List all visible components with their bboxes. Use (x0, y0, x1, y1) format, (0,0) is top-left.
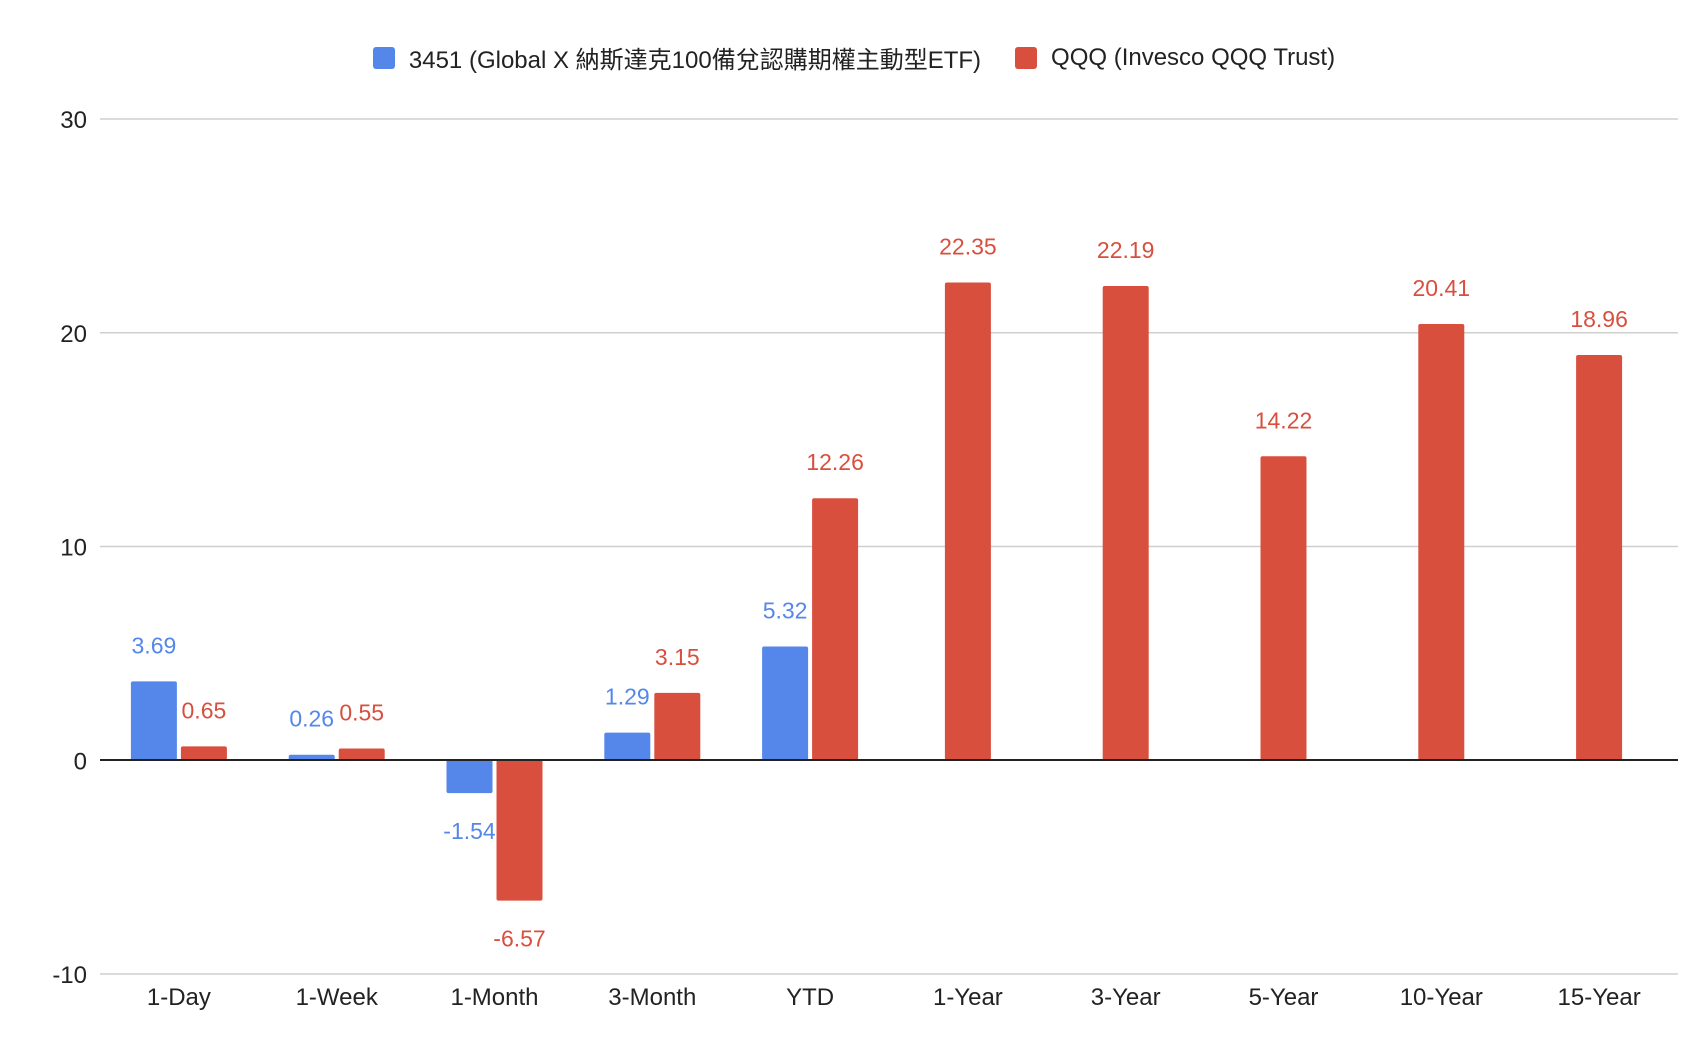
bar-s2-3 (654, 692, 701, 760)
x-tick-label-7: 5-Year (1249, 984, 1319, 1011)
legend-swatch-series-2 (1015, 46, 1038, 69)
bar-s1-3 (604, 732, 651, 760)
x-tick-label-0: 1-Day (147, 984, 211, 1011)
data-label-s2-7: 14.22 (1255, 407, 1313, 433)
data-label-s2-4: 12.26 (806, 449, 864, 475)
legend-label-series-2: QQQ (Invesco QQQ Trust) (1051, 43, 1336, 71)
x-tick-label-8: 10-Year (1400, 984, 1483, 1011)
data-label-s2-6: 22.19 (1097, 237, 1155, 263)
x-tick-label-4: YTD (786, 984, 834, 1011)
x-tick-label-6: 3-Year (1091, 984, 1161, 1011)
y-tick-label-3: 0 (74, 748, 87, 775)
bar-s1-2 (446, 760, 493, 794)
data-label-s1-1: 0.26 (289, 706, 334, 732)
data-label-s2-8: 20.41 (1413, 275, 1471, 301)
bar-s2-6 (1102, 285, 1149, 760)
bar-s1-1 (288, 754, 335, 760)
data-label-s2-3: 3.15 (655, 644, 700, 670)
bar-s1-4 (762, 646, 809, 760)
data-label-s2-1: 0.55 (339, 699, 384, 725)
bar-s2-7 (1260, 456, 1307, 760)
legend-swatch-series-1 (372, 46, 395, 69)
y-tick-label-2: 10 (60, 535, 87, 562)
y-tick-label-0: 30 (60, 107, 87, 134)
y-tick-label-4: -10 (52, 962, 87, 989)
x-tick-label-2: 1-Month (450, 984, 538, 1011)
bar-s2-1 (338, 748, 385, 760)
data-label-s2-5: 22.35 (939, 234, 997, 260)
data-label-s1-4: 5.32 (763, 598, 808, 624)
legend-label-series-1: 3451 (Global X 納斯達克100備兌認購期權主動型ETF) (408, 47, 982, 74)
x-tick-label-5: 1-Year (933, 984, 1003, 1011)
x-tick-label-3: 3-Month (608, 984, 696, 1011)
bar-s2-9 (1576, 354, 1623, 760)
bar-s2-8 (1418, 323, 1465, 760)
legend: 3451 (Global X 納斯達克100備兌認購期權主動型ETF) QQQ … (0, 40, 1708, 75)
data-label-s2-9: 18.96 (1570, 306, 1628, 332)
bar-s2-0 (180, 746, 227, 760)
x-tick-label-9: 15-Year (1558, 984, 1641, 1011)
data-label-s2-2: -6.57 (493, 926, 545, 952)
x-tick-label-1: 1-Week (296, 984, 379, 1011)
legend-item-series-1[interactable]: 3451 (Global X 納斯達克100備兌認購期權主動型ETF) (372, 40, 982, 75)
data-label-s1-3: 1.29 (605, 684, 650, 710)
legend-item-series-2[interactable]: QQQ (Invesco QQQ Trust) (1015, 44, 1335, 72)
bar-s1-0 (130, 681, 177, 760)
data-label-s1-0: 3.69 (132, 632, 177, 658)
y-tick-label-1: 20 (60, 321, 87, 348)
bar-s2-2 (496, 760, 543, 901)
data-label-s1-2: -1.54 (443, 818, 496, 844)
bar-s2-5 (944, 282, 991, 760)
bar-s2-4 (812, 498, 859, 760)
data-label-s2-0: 0.65 (182, 697, 227, 723)
